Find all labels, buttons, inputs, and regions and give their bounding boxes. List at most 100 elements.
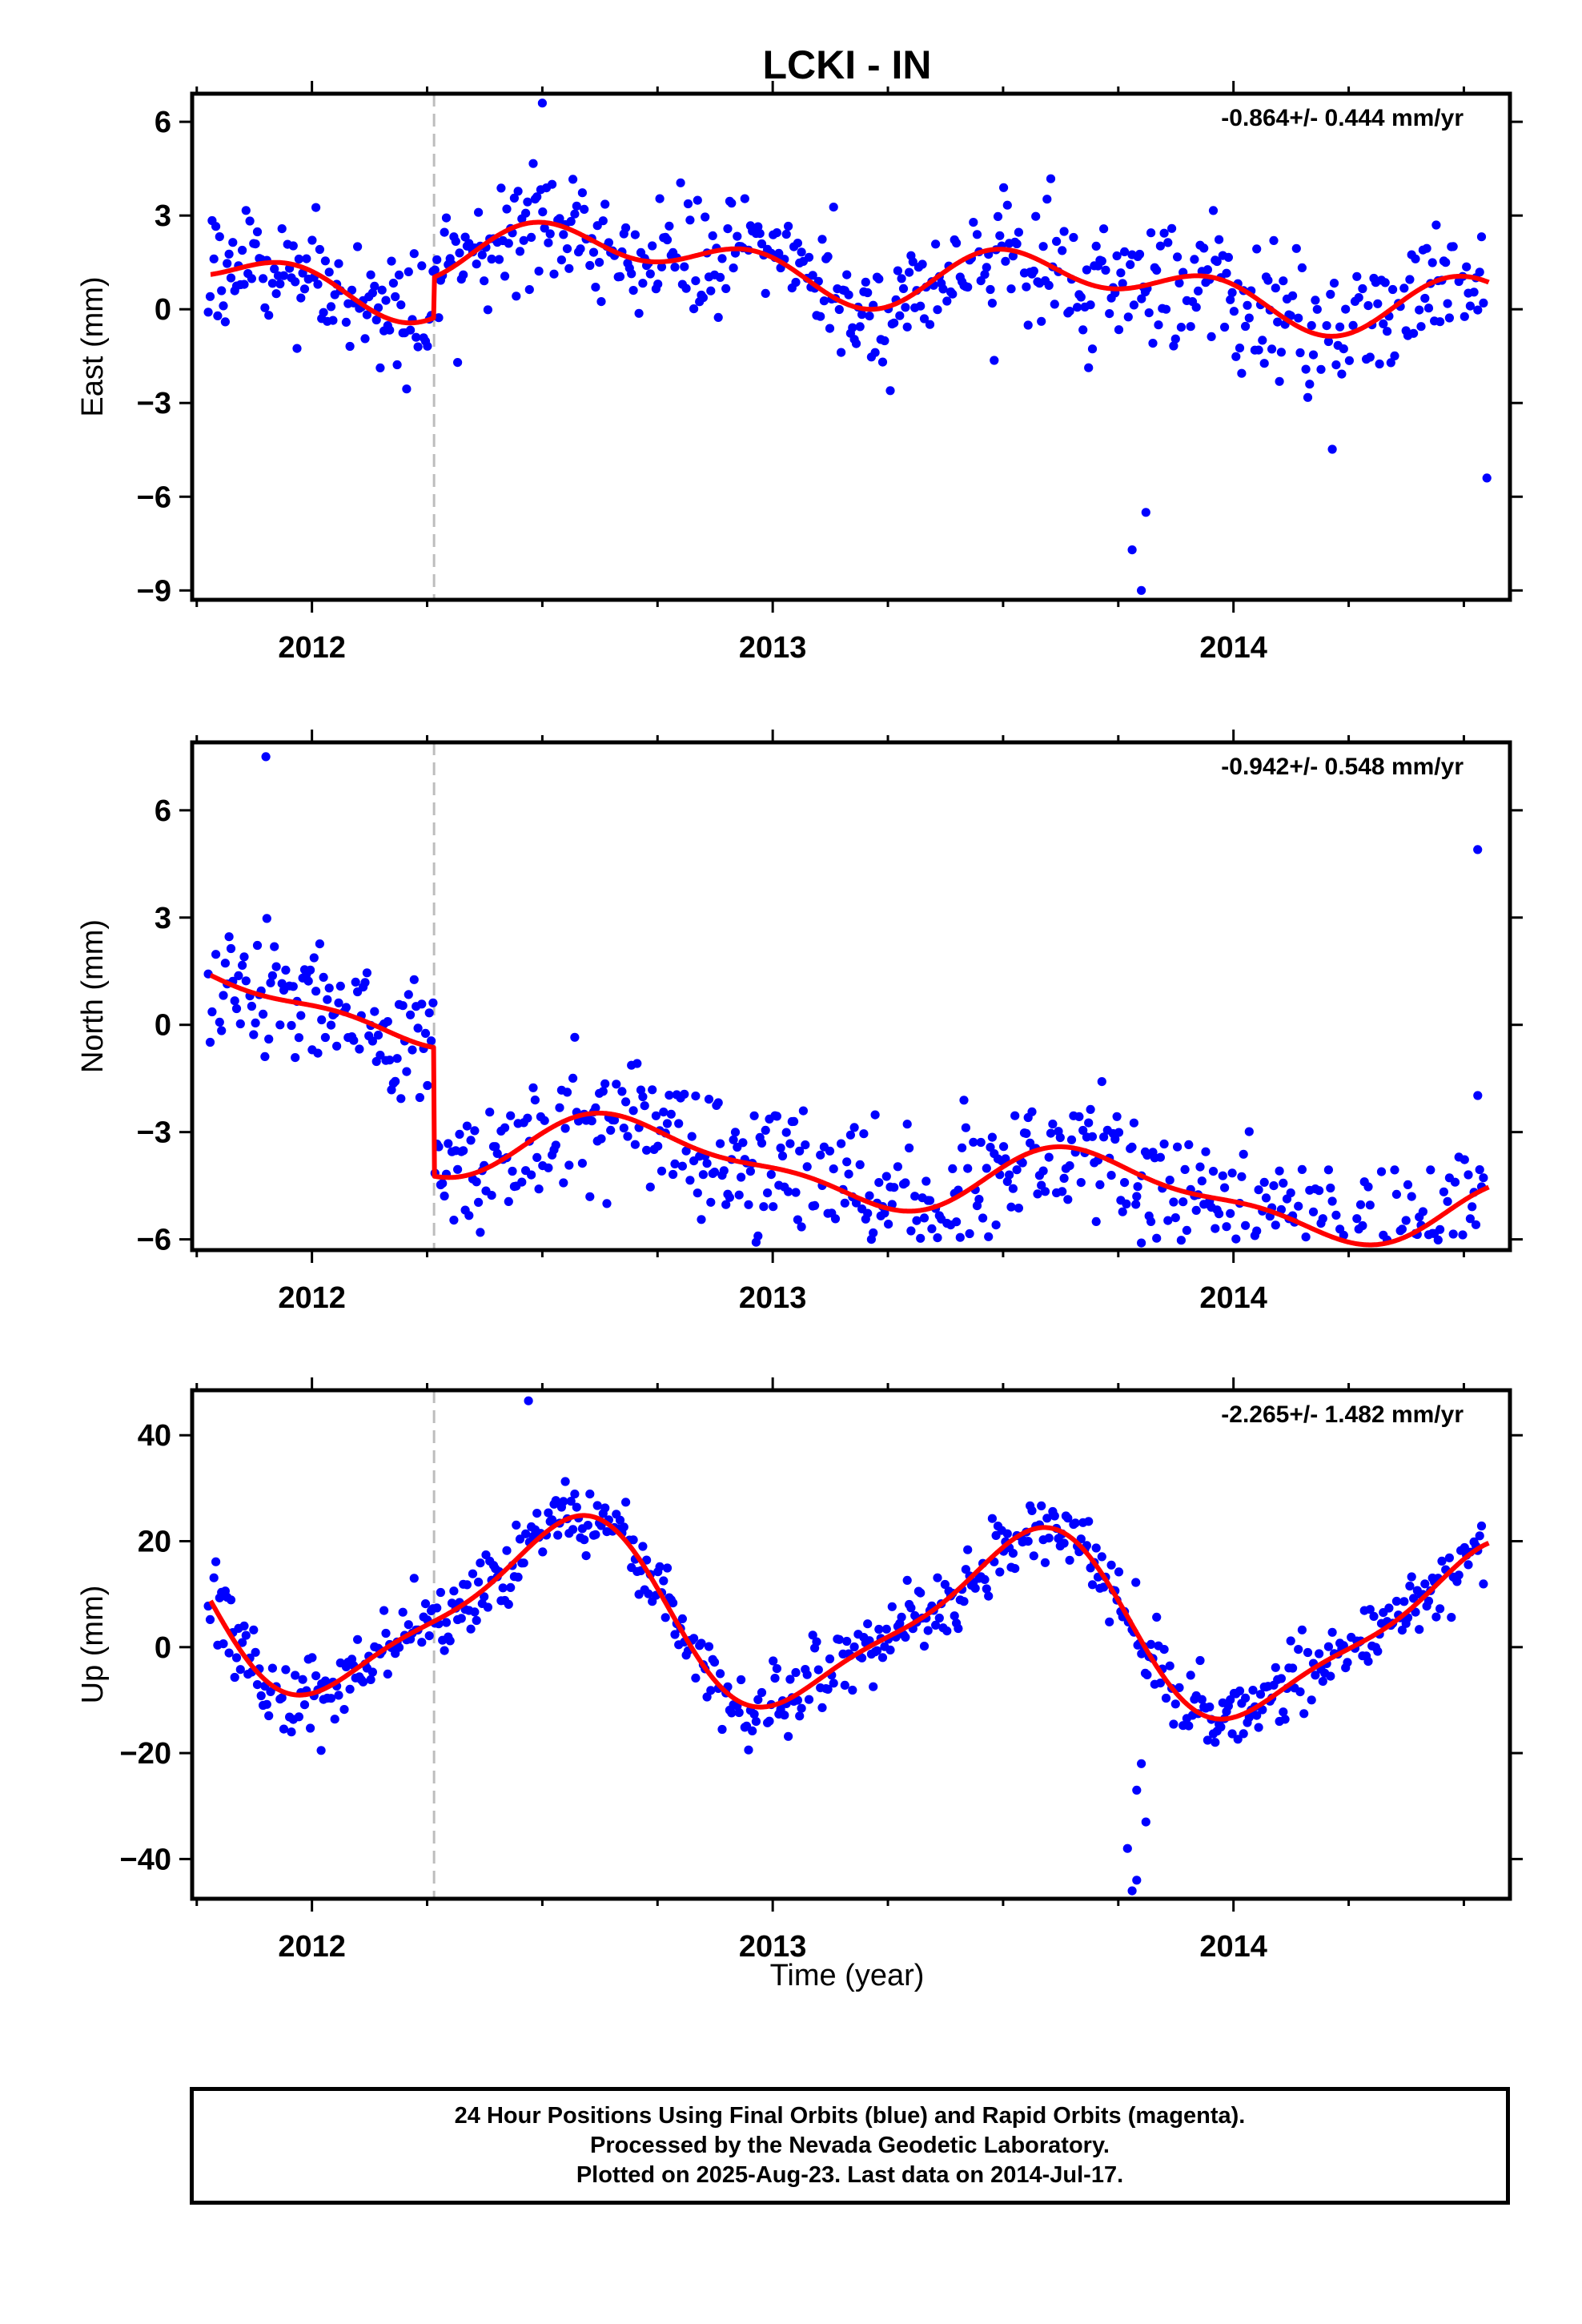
- data-point: [1433, 1235, 1443, 1244]
- data-point: [238, 960, 247, 970]
- data-point: [413, 1023, 423, 1033]
- data-point: [545, 229, 555, 239]
- data-point: [1476, 1521, 1487, 1531]
- data-point: [1255, 1690, 1266, 1699]
- data-point: [1154, 320, 1163, 330]
- data-point: [219, 1639, 228, 1649]
- data-point: [683, 199, 693, 209]
- data-point: [1315, 1649, 1324, 1659]
- outlier-point: [1141, 508, 1150, 517]
- data-point: [1427, 258, 1437, 267]
- data-point: [500, 1123, 510, 1132]
- data-point: [504, 1196, 513, 1206]
- data-point: [1076, 1534, 1086, 1544]
- model-curve: [209, 973, 1491, 1248]
- data-point: [934, 1613, 944, 1623]
- data-point: [1029, 266, 1038, 276]
- data-point: [612, 1080, 621, 1089]
- data-point: [702, 1159, 712, 1168]
- data-point: [326, 1020, 336, 1030]
- data-point: [691, 1092, 701, 1101]
- data-point: [270, 264, 279, 274]
- data-point: [1227, 1729, 1237, 1739]
- data-point: [986, 284, 995, 295]
- data-point: [217, 1026, 227, 1035]
- data-point: [1040, 1187, 1050, 1196]
- footer-line-1: 24 Hour Positions Using Final Orbits (bl…: [454, 2103, 1246, 2129]
- data-point: [1203, 1735, 1212, 1745]
- data-point: [423, 1080, 432, 1091]
- data-point: [1479, 1579, 1488, 1589]
- data-point: [513, 1572, 523, 1582]
- data-point: [1397, 1224, 1407, 1234]
- data-point: [955, 1232, 965, 1242]
- data-point: [1199, 243, 1209, 253]
- data-point: [1441, 258, 1451, 267]
- outlier-point: [1137, 585, 1146, 595]
- data-point: [1074, 1112, 1084, 1121]
- data-point: [328, 316, 338, 325]
- data-point: [1063, 1514, 1073, 1523]
- data-point: [874, 1624, 884, 1634]
- data-point: [1469, 287, 1479, 297]
- data-point: [1227, 1168, 1237, 1178]
- data-point: [388, 279, 398, 288]
- data-point: [1415, 305, 1424, 315]
- data-point: [381, 296, 391, 305]
- data-point: [844, 1169, 853, 1179]
- outlier-point: [1132, 1876, 1142, 1885]
- data-point: [1454, 1570, 1464, 1580]
- data-point: [1123, 312, 1133, 322]
- data-point: [776, 1143, 785, 1153]
- y-tick-label: −3: [137, 1116, 171, 1150]
- data-point: [995, 231, 1005, 240]
- data-point: [837, 1139, 846, 1148]
- data-point: [761, 1125, 770, 1135]
- data-point: [885, 1645, 895, 1655]
- data-point: [917, 259, 927, 269]
- data-point: [398, 1001, 408, 1011]
- data-point: [576, 244, 585, 254]
- data-point: [1091, 1216, 1101, 1226]
- data-point: [512, 1520, 521, 1530]
- data-point: [238, 1638, 247, 1647]
- data-point: [865, 1191, 874, 1200]
- data-point: [1343, 1658, 1352, 1667]
- data-point: [1465, 1214, 1475, 1224]
- data-point: [1191, 1205, 1201, 1215]
- data-point: [521, 1529, 531, 1538]
- data-point: [1059, 1538, 1069, 1548]
- data-point: [662, 235, 673, 245]
- data-point: [1259, 359, 1269, 368]
- data-point: [999, 183, 1009, 192]
- data-point: [897, 1612, 906, 1622]
- data-point: [801, 1140, 810, 1150]
- data-point: [1437, 1556, 1447, 1566]
- data-point: [570, 1032, 580, 1042]
- data-point: [600, 1079, 610, 1088]
- data-point: [324, 267, 334, 277]
- data-point: [816, 1150, 825, 1160]
- data-point: [1002, 1529, 1012, 1538]
- data-point: [797, 247, 806, 257]
- data-point: [211, 950, 221, 959]
- data-point: [1170, 1699, 1180, 1709]
- data-point: [320, 1676, 330, 1686]
- data-point: [564, 263, 574, 273]
- data-point: [423, 341, 432, 351]
- data-point: [1375, 359, 1384, 369]
- data-point: [906, 1226, 916, 1236]
- data-point: [798, 1106, 809, 1116]
- data-point: [524, 285, 534, 295]
- data-point: [628, 1535, 638, 1545]
- data-point: [1303, 392, 1313, 402]
- data-point: [970, 1583, 980, 1593]
- data-point: [1127, 1142, 1137, 1152]
- panels-layer: 6 3 0 −3 −6 −9 2012 2013 2014 East (mm) -0.864+/- …: [76, 81, 1523, 1964]
- data-point: [260, 1051, 270, 1061]
- data-point: [819, 296, 829, 306]
- data-point: [1348, 320, 1358, 330]
- data-point: [1212, 256, 1222, 267]
- data-point: [1305, 380, 1315, 389]
- data-point: [1307, 320, 1316, 331]
